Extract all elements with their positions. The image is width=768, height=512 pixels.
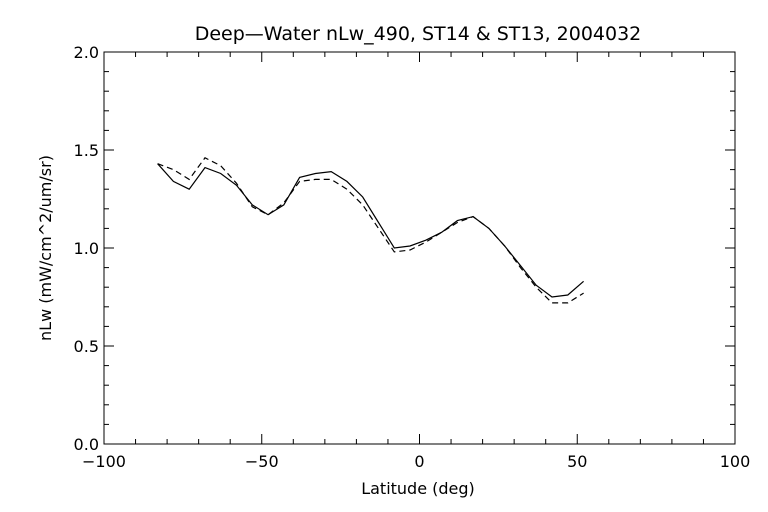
y-tick-label: 1.5: [74, 141, 99, 160]
x-tick-label: 100: [720, 452, 751, 471]
chart-title: Deep—Water nLw_490, ST14 & ST13, 2004032: [195, 23, 642, 45]
x-tick-label: −100: [82, 452, 126, 471]
y-tick-label: 0.5: [74, 337, 99, 356]
data-series: [157, 157, 584, 304]
y-tick-label: 2.0: [74, 43, 99, 62]
axis-ticks: [103, 51, 736, 445]
y-tick-label: 1.0: [74, 239, 99, 258]
x-tick-label: −50: [245, 452, 279, 471]
series-line-dashed: [157, 157, 584, 304]
tick-labels: −100 −50 0 50 100 0.0 0.5 1.0 1.5 2.0: [74, 43, 751, 471]
plot-frame: [103, 51, 736, 445]
x-tick-label: 50: [567, 452, 587, 471]
x-tick-label: 0: [414, 452, 424, 471]
y-axis-label: nLw (mW/cm^2/um/sr): [36, 155, 55, 341]
y-tick-label: 0.0: [74, 435, 99, 454]
series-line-solid: [157, 163, 584, 298]
x-axis-label: Latitude (deg): [361, 479, 475, 498]
